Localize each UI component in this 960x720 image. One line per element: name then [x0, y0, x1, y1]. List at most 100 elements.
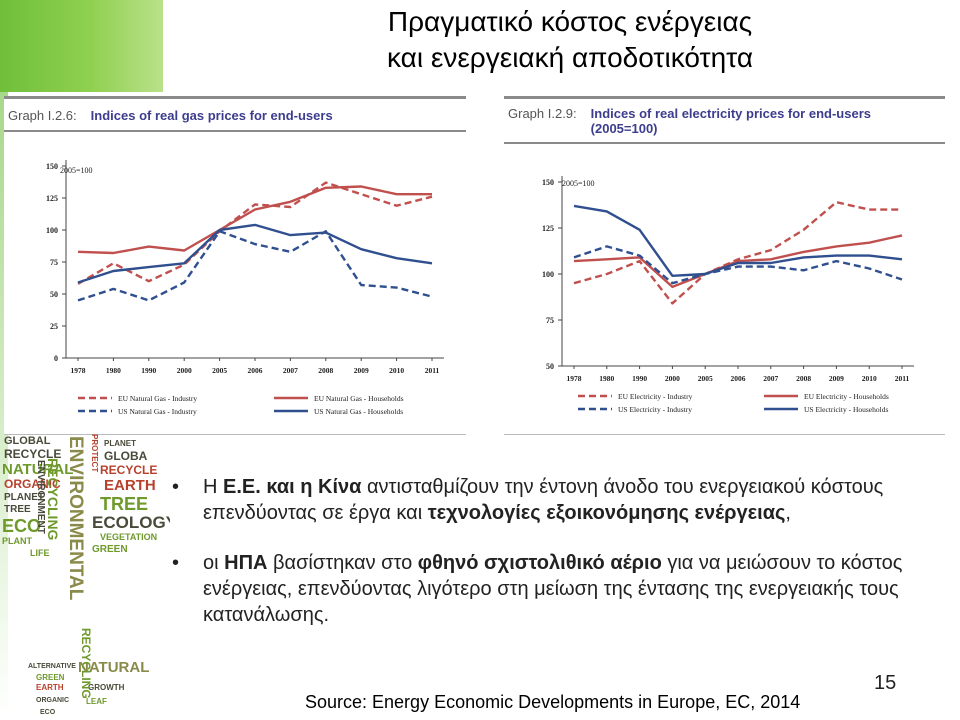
x-tick-label: 2011 [425, 366, 440, 375]
x-tick-label: 2009 [354, 366, 369, 375]
word-cloud-word: ECOLOGY [92, 513, 170, 532]
y-tick-label: 100 [46, 226, 58, 235]
legend-label: US Natural Gas - Industry [118, 407, 197, 416]
gas-price-chart: 2005=100 0 25 50 75 100 125 150 1978 1980 1990 2000… [46, 160, 444, 416]
x-tick-label: 2010 [389, 366, 404, 375]
series-line-1 [77, 181, 433, 285]
y-tick-label: 50 [546, 362, 554, 371]
word-cloud-word: NATURAL [2, 461, 73, 478]
graph-header-rule [4, 130, 466, 132]
x-tick-label: 1990 [141, 366, 156, 375]
base-year-note: 2005=100 [60, 166, 93, 175]
bullet-text-run: για να μειώσουν το κόστος ενέργειας, επε… [203, 552, 903, 626]
page-number: 15 [874, 672, 897, 694]
x-tick-label: 2007 [283, 366, 298, 375]
source-note: Source: Energy Economic Developments in … [305, 692, 801, 712]
word-cloud-word: RECYCLE [100, 463, 157, 477]
x-tick-label: 1990 [632, 374, 647, 383]
legend-label: EU Electricity - Industry [618, 392, 693, 401]
graph-title-line1: Indices of real electricity prices for e… [590, 106, 871, 121]
bullet-bold-text: Ε.Ε. και η Κίνα [223, 476, 362, 498]
graph-top-rule [504, 96, 945, 99]
word-cloud-word: ENVIRONMENT [35, 460, 46, 534]
x-tick-label: 2006 [248, 366, 263, 375]
bullet-bold-text: φθηνό σχιστολιθικό αέριο [417, 552, 662, 574]
y-tick-label: 100 [542, 270, 554, 279]
electricity-price-chart: 2005=100 50 75 100 125 150 1978 1980 1990 2000 200… [542, 176, 914, 414]
bullet-item: • οι ΗΠΑ βασίστηκαν στο φθηνό σχιστολιθι… [168, 550, 958, 628]
legend-label: US Natural Gas - Households [314, 407, 403, 416]
word-cloud-word: ALTERNATIVE [28, 663, 76, 670]
word-cloud-word: GROWTH [88, 683, 125, 692]
y-tick-label: 150 [542, 178, 554, 187]
word-cloud-word: PLANT [2, 536, 32, 546]
bullet-text: οι ΗΠΑ βασίστηκαν στο φθηνό σχιστολιθικό… [203, 552, 902, 626]
slide-title-line2: και ενεργειακή αποδοτικότητα [386, 42, 754, 73]
x-tick-label: 1980 [599, 374, 614, 383]
legend-label: EU Natural Gas - Industry [118, 394, 197, 403]
word-cloud-word: GREEN [36, 673, 65, 682]
word-cloud-word: RECYCLING [45, 458, 61, 541]
series-line-2 [573, 234, 903, 289]
graph-top-rule [4, 96, 466, 99]
x-tick-label: 2011 [895, 374, 910, 383]
bullet-bold-text: τεχνολογίες εξοικονόμησης ενέργειας [427, 502, 786, 524]
x-tick-label: 2008 [796, 374, 811, 383]
word-cloud-word: NATURAL [78, 659, 149, 676]
series-line-4 [77, 223, 433, 284]
word-cloud-word: ENVIRONMENTAL [65, 436, 86, 601]
graph-number: Graph I.2.6: [8, 108, 77, 123]
word-cloud-word: EARTH [36, 683, 64, 692]
word-cloud-word: EARTH [104, 477, 156, 494]
series-line-3 [573, 245, 903, 285]
word-cloud-word: RECYCLING [79, 628, 93, 699]
bullet-text: Η Ε.Ε. και η Κίνα αντισταθμίζουν την έντ… [203, 476, 883, 524]
electricity-price-graph: Graph I.2.9: Indices of real electricity … [504, 96, 945, 435]
word-cloud-word: GREEN [92, 544, 128, 555]
x-tick-label: 2007 [763, 374, 778, 383]
word-cloud-word: ORGANIC [36, 697, 69, 704]
bullet-text-run: βασίστηκαν στο [267, 552, 418, 574]
word-cloud-word: PLANET [4, 492, 44, 503]
base-year-note: 2005=100 [562, 179, 595, 188]
x-tick-label: 1978 [567, 374, 582, 383]
y-tick-label: 125 [46, 194, 58, 203]
y-tick-label: 125 [542, 224, 554, 233]
x-tick-label: 2010 [862, 374, 877, 383]
word-cloud-word: TREE [100, 494, 148, 514]
bullet-text-run: , [785, 502, 791, 524]
word-cloud-word: PLANET [104, 439, 136, 448]
word-cloud-word: ECO [40, 709, 56, 716]
word-cloud-word: ECO [2, 516, 41, 536]
word-cloud-word: RECYCLE [4, 447, 61, 461]
legend-label: EU Electricity - Households [804, 392, 889, 401]
y-tick-label: 0 [54, 354, 58, 363]
y-tick-label: 50 [50, 290, 58, 299]
y-tick-label: 75 [50, 258, 58, 267]
series-line-3 [77, 230, 433, 302]
word-cloud-word: VEGETATION [100, 532, 157, 542]
word-cloud-word: LIFE [30, 548, 50, 558]
series-line-4 [573, 204, 903, 277]
bullet-dot: • [172, 476, 180, 498]
y-tick-label: 25 [50, 322, 58, 331]
bullet-bold-text: ΗΠΑ [224, 552, 268, 574]
word-cloud-word: GLOBA [104, 449, 148, 463]
bullet-item: • Η Ε.Ε. και η Κίνα αντισταθμίζουν την έ… [168, 474, 958, 526]
word-cloud-word: TREE [4, 504, 31, 515]
y-tick-label: 150 [46, 162, 58, 171]
x-tick-label: 2000 [177, 366, 192, 375]
x-tick-label: 2009 [829, 374, 844, 383]
y-tick-label: 75 [546, 316, 554, 325]
slide-title-line1: Πραγματικό κόστος ενέργειας [387, 6, 753, 37]
bullet-text-run: οι [203, 552, 225, 574]
graph-header: Graph I.2.6: Indices of real gas prices f… [8, 108, 333, 123]
graph-title: Indices of real electricity prices for e… [591, 106, 871, 136]
x-tick-label: 2006 [731, 374, 746, 383]
x-tick-label: 2000 [665, 374, 680, 383]
graph-number: Graph I.2.9: [508, 106, 577, 121]
x-tick-label: 1978 [71, 366, 86, 375]
legend-label: EU Natural Gas - Households [314, 394, 404, 403]
bullet-list: • Η Ε.Ε. και η Κίνα αντισταθμίζουν την έ… [168, 474, 958, 652]
word-cloud-word: ORGANIC [4, 477, 61, 491]
